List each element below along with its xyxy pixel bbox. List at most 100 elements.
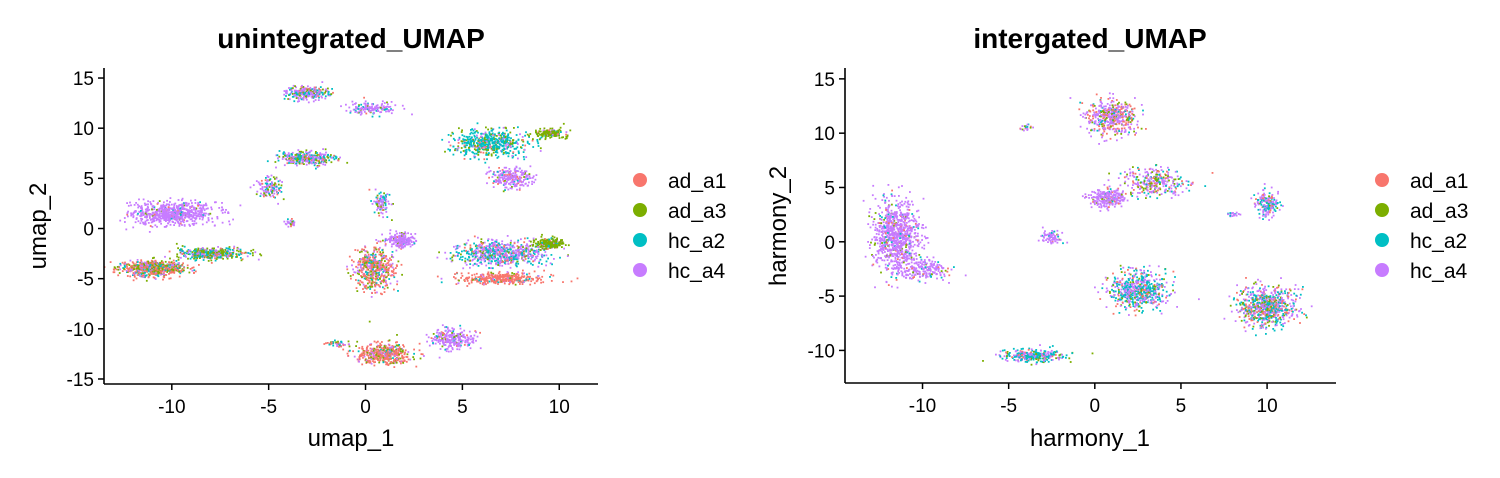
data-point [252, 254, 254, 257]
data-point [500, 139, 502, 141]
data-point [456, 342, 458, 345]
data-point [440, 339, 442, 341]
data-point [359, 279, 362, 282]
data-point [187, 211, 189, 213]
data-point [313, 154, 316, 157]
data-point [520, 181, 523, 184]
data-point [271, 189, 274, 192]
data-point [358, 282, 361, 285]
data-point [269, 183, 272, 185]
data-point [373, 246, 376, 249]
data-point [539, 127, 542, 130]
data-point [259, 184, 262, 186]
data-point [524, 178, 527, 181]
data-point [136, 274, 139, 276]
data-point [321, 157, 324, 160]
data-point [392, 274, 395, 277]
data-point [509, 131, 512, 134]
data-point [378, 268, 381, 270]
data-point [370, 273, 373, 276]
data-point [325, 90, 327, 93]
data-point [213, 250, 216, 253]
data-point [501, 172, 503, 175]
data-point [437, 341, 440, 343]
data-point [365, 273, 368, 276]
data-point [375, 248, 378, 251]
data-point [543, 132, 545, 135]
data-point [382, 196, 384, 199]
data-point [389, 240, 391, 242]
data-point [151, 268, 153, 271]
data-point [389, 347, 392, 350]
data-point [398, 347, 401, 350]
data-point [403, 352, 406, 355]
data-point [297, 98, 300, 100]
data-point [494, 137, 497, 140]
data-point [267, 184, 270, 187]
data-point [537, 145, 540, 147]
data-point [158, 219, 161, 221]
data-point [181, 213, 184, 215]
data-point [303, 153, 306, 156]
data-point [298, 155, 300, 158]
data-point [384, 106, 387, 109]
data-point [358, 271, 360, 273]
data-point [176, 210, 179, 212]
data-point [449, 342, 452, 345]
data-point [381, 341, 383, 343]
data-point [161, 209, 164, 211]
data-point [198, 213, 201, 216]
data-point [272, 176, 275, 179]
data-point [444, 326, 446, 329]
data-point [378, 361, 381, 364]
data-point [157, 201, 159, 204]
data-point [476, 149, 479, 151]
data-point [401, 355, 404, 358]
data-point [275, 154, 278, 157]
data-point [363, 265, 365, 268]
data-point [176, 211, 179, 213]
data-point [173, 272, 176, 274]
data-point [489, 138, 492, 140]
data-point [351, 259, 353, 262]
data-point [506, 135, 509, 138]
data-point [512, 139, 514, 142]
data-point [291, 161, 293, 163]
data-point [516, 188, 518, 191]
data-point [390, 349, 393, 352]
data-point [436, 331, 438, 334]
data-point [381, 108, 384, 111]
data-point [375, 282, 378, 285]
data-point [364, 259, 367, 262]
data-point [315, 96, 317, 98]
data-point [182, 218, 184, 221]
data-point [193, 269, 196, 272]
data-point [375, 107, 378, 110]
data-point [488, 152, 490, 154]
data-point [191, 269, 194, 272]
data-point [379, 208, 382, 211]
data-point [378, 261, 381, 263]
data-point [513, 174, 515, 177]
data-point [160, 215, 162, 217]
data-point [384, 268, 387, 270]
data-point [347, 272, 350, 274]
data-point [496, 157, 499, 159]
data-point [358, 347, 361, 349]
data-point [181, 253, 184, 255]
data-point [373, 249, 376, 252]
data-point [298, 100, 300, 102]
data-point [147, 273, 150, 276]
data-point [478, 145, 481, 148]
data-point [119, 268, 122, 271]
data-point [359, 260, 362, 263]
data-point [454, 139, 456, 142]
data-point [327, 156, 330, 159]
data-point [443, 341, 446, 344]
data-point [140, 275, 143, 278]
data-point [473, 334, 476, 337]
data-point [477, 154, 480, 156]
data-point [178, 219, 181, 222]
data-point [365, 264, 367, 267]
data-point [454, 340, 457, 343]
